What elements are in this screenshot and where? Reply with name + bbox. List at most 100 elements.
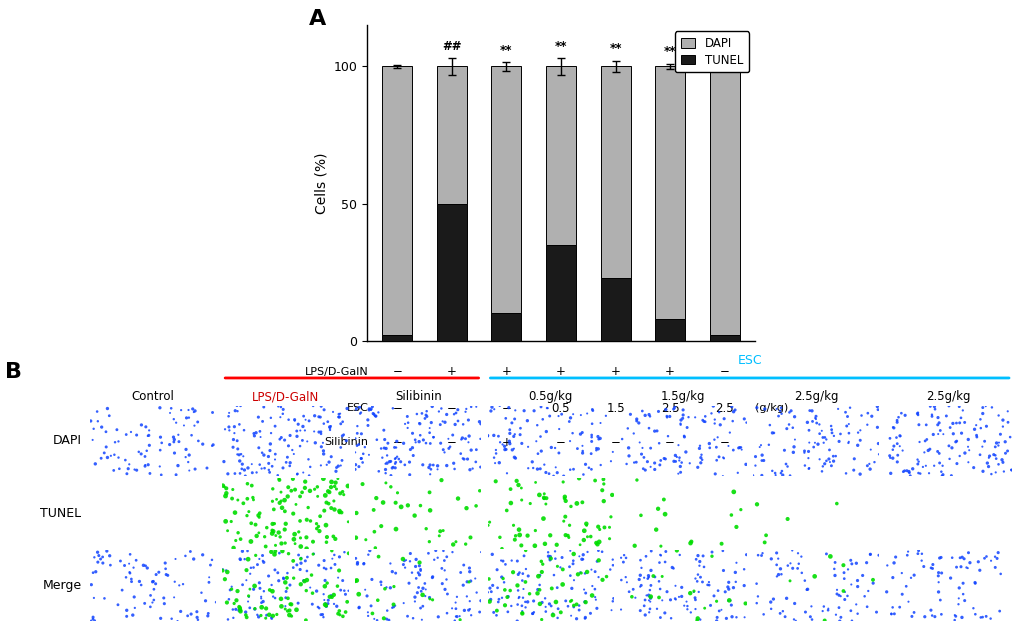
Point [387, 453, 404, 463]
Point [234, 580, 251, 590]
Point [313, 442, 329, 452]
Point [152, 445, 168, 455]
Point [900, 597, 916, 607]
Point [277, 604, 293, 614]
Point [125, 563, 142, 573]
Point [285, 449, 302, 459]
Point [519, 597, 535, 607]
Point [512, 423, 528, 433]
Point [421, 487, 437, 497]
Point [318, 460, 334, 470]
Point [447, 611, 464, 622]
Point [883, 572, 900, 582]
Point [284, 556, 301, 566]
Point [367, 543, 383, 553]
Point [285, 563, 302, 573]
Point [426, 555, 442, 565]
Point [733, 442, 749, 452]
Point [525, 463, 541, 473]
Point [506, 429, 523, 439]
Point [298, 586, 314, 596]
Point [422, 460, 438, 470]
Point [666, 594, 683, 604]
Point [414, 615, 430, 625]
Point [768, 572, 785, 582]
Point [463, 576, 479, 586]
Point [929, 587, 946, 597]
Point [881, 452, 898, 463]
Point [320, 595, 336, 605]
Point [138, 561, 154, 571]
Point [989, 437, 1006, 447]
Point [575, 469, 591, 480]
Point [971, 565, 987, 575]
Point [286, 416, 303, 426]
Point [493, 593, 510, 603]
Point [640, 590, 656, 600]
Point [357, 585, 373, 595]
Point [136, 560, 152, 570]
Point [754, 548, 770, 558]
Point [277, 519, 293, 529]
Point [945, 428, 961, 439]
Point [208, 597, 224, 607]
Point [593, 546, 609, 557]
Point [226, 598, 243, 608]
Point [157, 563, 173, 574]
Point [538, 403, 554, 413]
Point [870, 449, 887, 459]
Point [966, 577, 982, 587]
Point [491, 533, 507, 543]
Point [189, 606, 205, 616]
Point [226, 422, 243, 432]
Point [655, 454, 672, 464]
Point [329, 572, 345, 582]
Point [263, 612, 279, 622]
Point [929, 429, 946, 439]
Point [577, 459, 593, 469]
Point [890, 412, 906, 422]
Point [279, 452, 296, 463]
Point [291, 441, 308, 451]
Point [830, 603, 847, 613]
Point [589, 522, 605, 532]
Point [220, 422, 236, 432]
Point [681, 458, 697, 468]
Point [102, 560, 118, 570]
Point [551, 562, 568, 572]
Point [712, 604, 729, 615]
Point [632, 510, 648, 521]
Point [259, 522, 275, 533]
Point [422, 439, 438, 449]
Point [277, 577, 293, 587]
Point [775, 445, 792, 456]
Point [893, 408, 909, 418]
Text: 1.5: 1.5 [605, 402, 625, 415]
Point [789, 548, 805, 558]
Point [329, 609, 345, 619]
Point [294, 422, 311, 432]
Point [399, 423, 416, 433]
Point [252, 459, 268, 469]
Point [706, 418, 722, 428]
Point [425, 432, 441, 442]
Point [152, 461, 168, 471]
Point [260, 458, 276, 468]
Point [677, 447, 693, 457]
Text: **: ** [717, 47, 731, 59]
Point [493, 544, 510, 554]
Point [318, 601, 334, 611]
Point [948, 418, 964, 428]
Point [313, 401, 329, 411]
Point [180, 457, 197, 467]
Point [986, 562, 1003, 572]
Point [232, 606, 249, 616]
Point [869, 439, 886, 449]
Point [382, 482, 398, 492]
Point [848, 558, 864, 569]
Point [355, 457, 371, 468]
Point [948, 562, 964, 572]
Point [534, 559, 550, 569]
Point [421, 594, 437, 604]
Point [511, 524, 527, 534]
